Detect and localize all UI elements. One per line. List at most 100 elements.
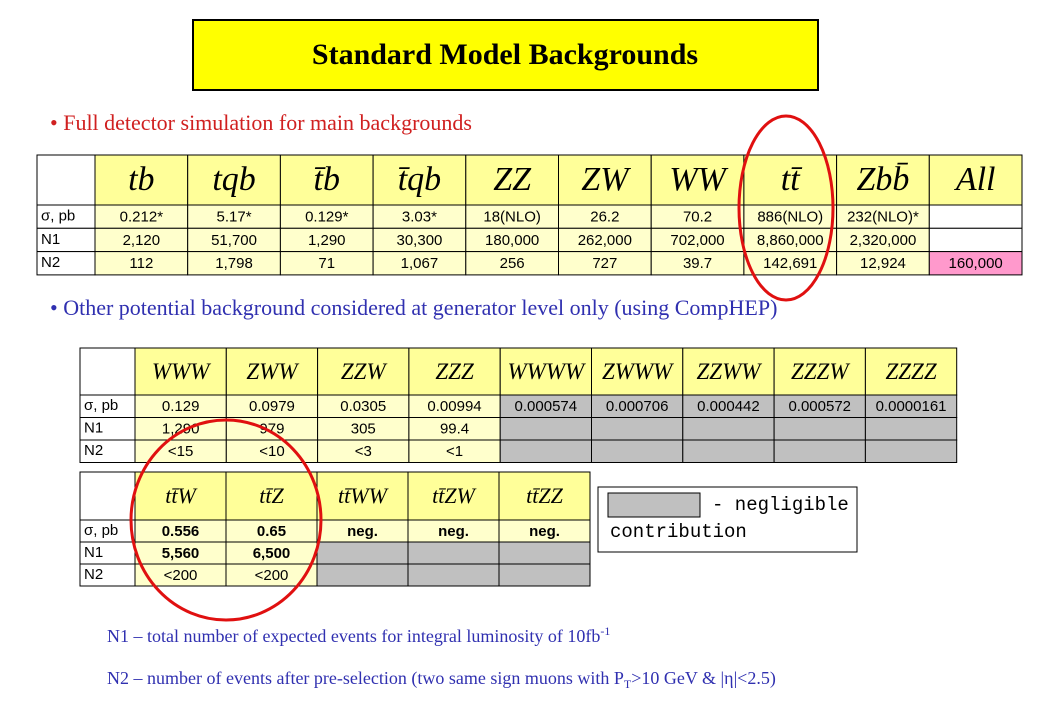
title: Standard Model Backgrounds [312, 38, 698, 71]
cell-text: <3 [355, 443, 372, 460]
cell-text: 26.2 [590, 209, 619, 226]
cell-text: 232(NLO)* [847, 209, 919, 226]
cell-text: 1,798 [215, 255, 253, 272]
legend-text: - negligible [712, 494, 849, 516]
header-text: tt̄ZZ [526, 483, 563, 508]
cell-text: 5.17* [217, 209, 252, 226]
header-cell [408, 347, 501, 396]
header-cell [682, 347, 775, 396]
cell-text: 256 [500, 255, 525, 272]
header-cell [316, 471, 409, 521]
row-label: N1 [41, 231, 60, 248]
cell-text: 39.7 [683, 255, 712, 272]
cell-text: 0.000572 [788, 398, 851, 415]
header-text: Zbb̄ [856, 161, 909, 198]
header-cell [279, 154, 374, 206]
cell-text: 2,320,000 [850, 232, 917, 249]
table-cell [498, 563, 591, 587]
header-text: ZZZZ [885, 359, 936, 384]
header-cell [134, 347, 227, 396]
cell-text: 12,924 [860, 255, 906, 272]
row-label: σ, pb [84, 397, 118, 414]
row-label: σ, pb [41, 208, 75, 225]
header-cell [225, 347, 319, 396]
cell-text: 70.2 [683, 209, 712, 226]
cell-text: 0.0979 [249, 398, 295, 415]
cell-text: 1,290 [162, 421, 200, 438]
bullet: • Other potential background considered … [50, 295, 777, 320]
table-cell [499, 439, 593, 463]
cell-text: 0.0305 [340, 398, 386, 415]
table-cell [316, 563, 409, 587]
table-cell [407, 563, 500, 587]
footnote-text: N1 – total number of expected events for… [107, 626, 600, 646]
row-label: N2 [84, 442, 103, 459]
header-text: ZZ [493, 161, 532, 198]
header-text: WWWW [508, 359, 586, 384]
cell-text: 0.00994 [427, 398, 481, 415]
cell-text: neg. [529, 523, 560, 540]
table-cell [79, 471, 136, 521]
cell-text: 886(NLO) [757, 209, 823, 226]
highlight-ellipse [129, 418, 323, 622]
cell-text: 0.000706 [606, 398, 669, 415]
header-cell [317, 347, 410, 396]
legend-swatch [607, 492, 701, 518]
cell-text: 142,691 [763, 255, 817, 272]
header-text: tb [128, 161, 154, 198]
cell-text: 305 [351, 421, 376, 438]
header-text: tt̄WW [338, 483, 389, 508]
footnote: N2 – number of events after pre-selectio… [107, 668, 776, 691]
footnote-sup: -1 [600, 624, 610, 638]
legend-text: contribution [610, 521, 747, 543]
cell-text: 2,120 [123, 232, 161, 249]
cell-text: 30,300 [397, 232, 443, 249]
header-cell [407, 471, 500, 521]
header-text: ZZZ [435, 359, 474, 384]
header-text: tt̄Z [259, 483, 284, 508]
table-cell [928, 251, 1023, 276]
header-cell [864, 347, 958, 396]
cell-text: 0.65 [257, 523, 286, 540]
header-cell [773, 347, 866, 396]
header-cell [650, 154, 745, 206]
row-label: N2 [41, 254, 60, 271]
header-text: ZW [581, 161, 631, 198]
cell-text: 8,860,000 [757, 232, 824, 249]
table-cell [928, 227, 1023, 253]
cell-text: 112 [129, 255, 153, 272]
cell-text: 71 [318, 255, 335, 272]
cell-text: <10 [259, 443, 284, 460]
footnote: N1 – total number of expected events for… [107, 624, 610, 646]
table-cell [773, 417, 866, 441]
row-label: σ, pb [84, 522, 118, 539]
table-cell [316, 541, 409, 565]
header-cell [187, 154, 281, 206]
cell-text: 3.03* [402, 209, 437, 226]
table-cell [864, 417, 958, 441]
table-cell [928, 204, 1023, 229]
cell-text: 262,000 [578, 232, 632, 249]
cell-text: 0.556 [162, 523, 200, 540]
cell-text: <200 [164, 567, 198, 584]
cell-text: 0.212* [120, 209, 164, 226]
table-cell [773, 439, 866, 463]
header-text: All [954, 161, 996, 198]
header-text: tt̄W [165, 483, 197, 508]
highlight-ellipse [737, 114, 835, 302]
header-text: WW [669, 161, 728, 198]
header-cell [465, 154, 559, 206]
table-cell [498, 541, 591, 565]
cell-text: 702,000 [670, 232, 724, 249]
cell-text: <1 [446, 443, 463, 460]
footnote-text: N2 – number of events after pre-selectio… [107, 668, 624, 689]
cell-text: 51,700 [211, 232, 257, 249]
header-text: t̄qb [398, 161, 441, 198]
header-text: WWW [152, 359, 211, 384]
row-label: N1 [84, 544, 103, 561]
bullet: • Full detector simulation for main back… [50, 110, 472, 135]
footnote-sub: T [624, 677, 632, 691]
table-cell [591, 417, 684, 441]
header-text: tt̄ZW [432, 483, 476, 508]
